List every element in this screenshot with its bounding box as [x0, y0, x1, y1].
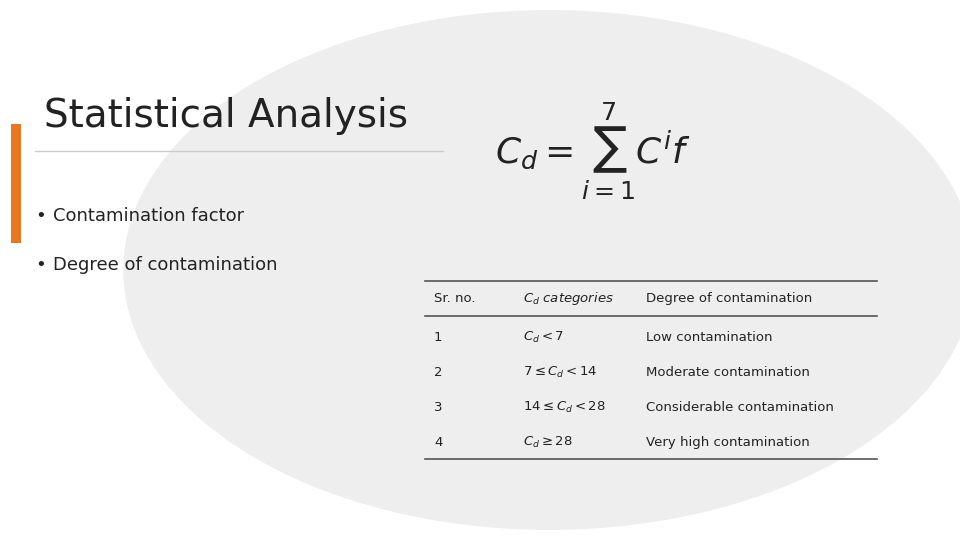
- Text: Very high contamination: Very high contamination: [646, 436, 810, 449]
- Text: •: •: [36, 207, 46, 225]
- FancyBboxPatch shape: [11, 124, 21, 243]
- Text: Moderate contamination: Moderate contamination: [646, 366, 810, 379]
- Text: Degree of contamination: Degree of contamination: [53, 255, 277, 274]
- Text: $C_d \geq 28$: $C_d \geq 28$: [522, 435, 572, 450]
- Text: $C_d = \sum_{i=1}^{7} C^i f$: $C_d = \sum_{i=1}^{7} C^i f$: [495, 100, 691, 202]
- Text: $7 \leq C_d < 14$: $7 \leq C_d < 14$: [522, 365, 597, 380]
- Text: $C_d < 7$: $C_d < 7$: [522, 330, 564, 345]
- Text: Considerable contamination: Considerable contamination: [646, 401, 834, 414]
- Text: 3: 3: [434, 401, 443, 414]
- Circle shape: [124, 11, 960, 529]
- Text: Low contamination: Low contamination: [646, 331, 773, 344]
- Text: $C_d$ categories: $C_d$ categories: [522, 291, 613, 307]
- Text: 2: 2: [434, 366, 443, 379]
- Text: Contamination factor: Contamination factor: [53, 207, 244, 225]
- Text: 1: 1: [434, 331, 443, 344]
- Text: Sr. no.: Sr. no.: [434, 292, 475, 306]
- Text: Degree of contamination: Degree of contamination: [646, 292, 813, 306]
- Text: 4: 4: [434, 436, 443, 449]
- Text: $14 \leq C_d < 28$: $14 \leq C_d < 28$: [522, 400, 606, 415]
- Text: •: •: [36, 255, 46, 274]
- Text: Statistical Analysis: Statistical Analysis: [44, 97, 408, 135]
